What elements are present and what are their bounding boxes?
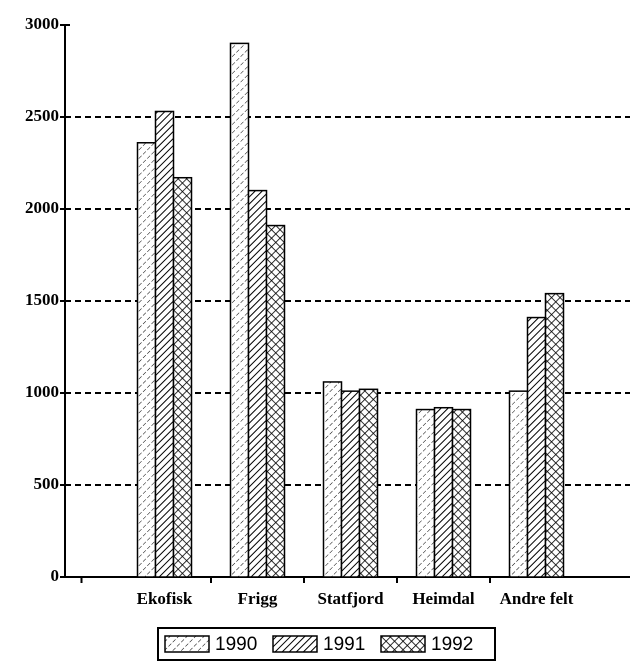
x-tick-label: Andre felt	[500, 589, 574, 608]
bar	[451, 408, 472, 578]
bar	[340, 390, 361, 578]
legend-swatch	[164, 635, 210, 653]
x-tick-label: Frigg	[238, 589, 278, 608]
bar	[247, 189, 268, 578]
bar	[526, 316, 547, 578]
bar	[229, 42, 250, 578]
bar	[358, 388, 379, 578]
x-tick-label: Heimdal	[412, 589, 475, 608]
legend-swatch	[272, 635, 318, 653]
y-tick-label: 1500	[25, 290, 59, 309]
bar	[433, 406, 454, 578]
bar	[265, 224, 286, 578]
legend-label: 1991	[323, 634, 365, 655]
legend-swatch	[380, 635, 426, 653]
y-tick-label: 2500	[25, 106, 59, 125]
legend-label: 1992	[431, 634, 473, 655]
x-tick-label: Statfjord	[317, 589, 384, 608]
bar	[544, 292, 565, 578]
bar	[322, 381, 343, 578]
legend-box	[157, 627, 496, 661]
bar	[508, 390, 529, 578]
bar	[136, 142, 157, 578]
y-tick-label: 3000	[25, 14, 59, 33]
y-tick-label: 2000	[25, 198, 59, 217]
y-tick-label: 0	[51, 566, 60, 585]
y-tick-label: 500	[34, 474, 60, 493]
x-tick-label: Ekofisk	[137, 589, 193, 608]
bar	[154, 110, 175, 578]
y-tick-label: 1000	[25, 382, 59, 401]
legend-label: 1990	[215, 634, 257, 655]
bar	[172, 176, 193, 578]
bar	[415, 408, 436, 578]
